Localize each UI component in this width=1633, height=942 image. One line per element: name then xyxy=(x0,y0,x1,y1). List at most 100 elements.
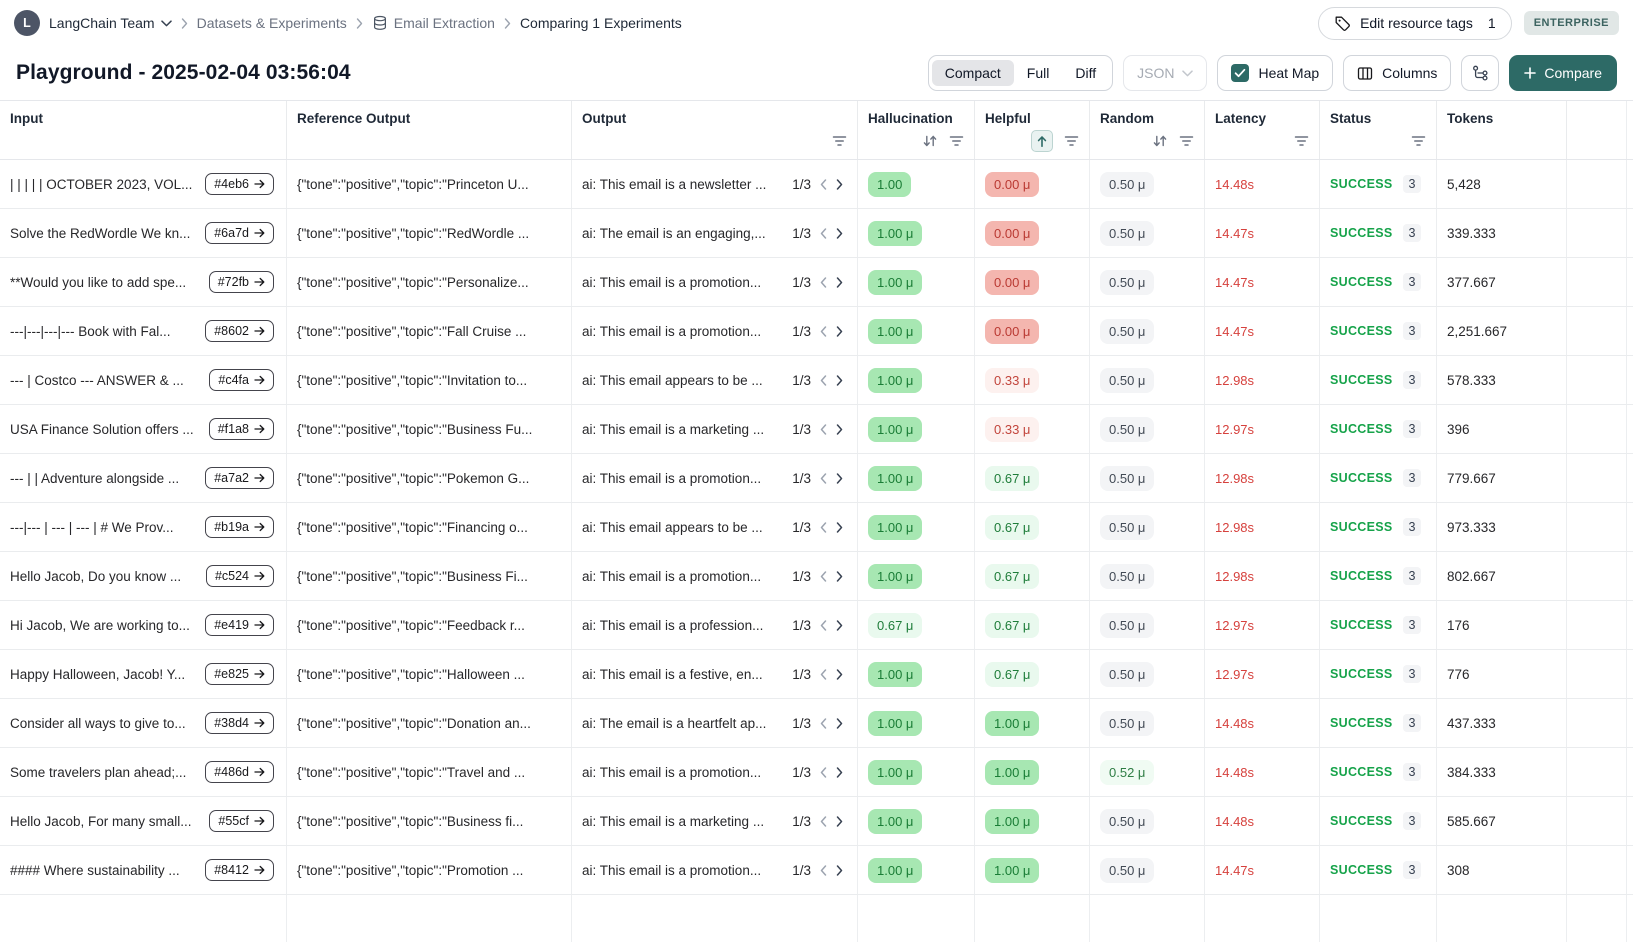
table-row[interactable]: Solve the RedWordle We kn... #6a7d {"ton… xyxy=(0,209,1633,258)
next-output-button[interactable] xyxy=(831,272,847,292)
example-id-badge[interactable]: #6a7d xyxy=(205,222,274,244)
next-output-button[interactable] xyxy=(831,174,847,194)
table-row[interactable]: --- | Costco --- ANSWER & ... #c4fa {"to… xyxy=(0,356,1633,405)
example-id-badge[interactable]: #38d4 xyxy=(205,712,274,734)
prev-output-button[interactable] xyxy=(815,615,831,635)
view-mode-diff[interactable]: Diff xyxy=(1075,65,1097,81)
prev-output-button[interactable] xyxy=(815,566,831,586)
hallucination-filter-icon[interactable] xyxy=(949,135,964,147)
next-output-button[interactable] xyxy=(831,713,847,733)
hallucination-score-badge[interactable]: 1.00 xyxy=(868,171,912,197)
prev-output-button[interactable] xyxy=(815,860,831,880)
example-id-badge[interactable]: #c524 xyxy=(205,565,274,587)
random-score-badge[interactable]: 0.50 μ xyxy=(1100,612,1155,638)
example-id-badge[interactable]: #486d xyxy=(205,761,274,783)
random-score-badge[interactable]: 0.52 μ xyxy=(1100,759,1155,785)
columns-button[interactable]: Columns xyxy=(1343,55,1452,91)
output-filter-icon[interactable] xyxy=(832,135,847,147)
status-filter-icon[interactable] xyxy=(1411,135,1426,147)
helpful-score-badge[interactable]: 0.00 μ xyxy=(985,171,1040,197)
table-row[interactable]: Some travelers plan ahead;... #486d {"to… xyxy=(0,748,1633,797)
next-output-button[interactable] xyxy=(831,762,847,782)
example-id-badge[interactable]: #72fb xyxy=(208,271,274,293)
prev-output-button[interactable] xyxy=(815,811,831,831)
example-id-badge[interactable]: #b19a xyxy=(205,516,274,538)
hallucination-score-badge[interactable]: 1.00 μ xyxy=(868,465,923,491)
random-score-badge[interactable]: 0.50 μ xyxy=(1100,269,1155,295)
example-id-badge[interactable]: #a7a2 xyxy=(205,467,274,489)
helpful-score-badge[interactable]: 1.00 μ xyxy=(985,710,1040,736)
view-mode-compact[interactable]: Compact xyxy=(931,60,1014,86)
trace-tree-view-button[interactable] xyxy=(1461,55,1500,91)
prev-output-button[interactable] xyxy=(815,517,831,537)
random-score-badge[interactable]: 0.50 μ xyxy=(1100,171,1155,197)
table-row[interactable]: Consider all ways to give to... #38d4 {"… xyxy=(0,699,1633,748)
helpful-score-badge[interactable]: 0.00 μ xyxy=(985,269,1040,295)
random-score-badge[interactable]: 0.50 μ xyxy=(1100,318,1155,344)
hallucination-score-badge[interactable]: 0.67 μ xyxy=(868,612,923,638)
hallucination-score-badge[interactable]: 1.00 μ xyxy=(868,808,923,834)
table-row[interactable]: #### Where sustainability ... #8412 {"to… xyxy=(0,846,1633,895)
next-output-button[interactable] xyxy=(831,615,847,635)
helpful-score-badge[interactable]: 0.67 μ xyxy=(985,465,1040,491)
json-format-dropdown[interactable]: JSON xyxy=(1123,55,1208,91)
random-score-badge[interactable]: 0.50 μ xyxy=(1100,465,1155,491)
hallucination-score-badge[interactable]: 1.00 μ xyxy=(868,857,923,883)
prev-output-button[interactable] xyxy=(815,419,831,439)
prev-output-button[interactable] xyxy=(815,174,831,194)
edit-resource-tags-button[interactable]: Edit resource tags 1 xyxy=(1318,6,1512,40)
next-output-button[interactable] xyxy=(831,860,847,880)
random-score-badge[interactable]: 0.50 μ xyxy=(1100,220,1155,246)
view-mode-full[interactable]: Full xyxy=(1026,65,1050,81)
example-id-badge[interactable]: #e825 xyxy=(205,663,274,685)
example-id-badge[interactable]: #8602 xyxy=(205,320,274,342)
helpful-score-badge[interactable]: 0.67 μ xyxy=(985,661,1040,687)
next-output-button[interactable] xyxy=(831,664,847,684)
hallucination-score-badge[interactable]: 1.00 μ xyxy=(868,710,923,736)
hallucination-score-badge[interactable]: 1.00 μ xyxy=(868,318,923,344)
table-row-partial[interactable] xyxy=(0,895,1633,942)
next-output-button[interactable] xyxy=(831,468,847,488)
example-id-badge[interactable]: #55cf xyxy=(209,810,274,832)
helpful-filter-icon[interactable] xyxy=(1064,135,1079,147)
team-switcher[interactable]: LangChain Team xyxy=(49,15,172,31)
random-score-badge[interactable]: 0.50 μ xyxy=(1100,367,1155,393)
helpful-score-badge[interactable]: 0.67 μ xyxy=(985,563,1040,589)
helpful-score-badge[interactable]: 0.00 μ xyxy=(985,220,1040,246)
hallucination-score-badge[interactable]: 1.00 μ xyxy=(868,563,923,589)
prev-output-button[interactable] xyxy=(815,370,831,390)
breadcrumb-datasets-link[interactable]: Datasets & Experiments xyxy=(196,15,347,31)
table-row[interactable]: | | | | | OCTOBER 2023, VOL... #4eb6 {"t… xyxy=(0,160,1633,209)
hallucination-sort-icon[interactable] xyxy=(922,134,938,148)
next-output-button[interactable] xyxy=(831,419,847,439)
next-output-button[interactable] xyxy=(831,370,847,390)
helpful-score-badge[interactable]: 0.33 μ xyxy=(985,367,1040,393)
table-row[interactable]: **Would you like to add spe... #72fb {"t… xyxy=(0,258,1633,307)
prev-output-button[interactable] xyxy=(815,664,831,684)
table-row[interactable]: --- | | Adventure alongside ... #a7a2 {"… xyxy=(0,454,1633,503)
prev-output-button[interactable] xyxy=(815,223,831,243)
helpful-score-badge[interactable]: 0.00 μ xyxy=(985,318,1040,344)
hallucination-score-badge[interactable]: 1.00 μ xyxy=(868,367,923,393)
hallucination-score-badge[interactable]: 1.00 μ xyxy=(868,661,923,687)
example-id-badge[interactable]: #f1a8 xyxy=(208,418,274,440)
random-score-badge[interactable]: 0.50 μ xyxy=(1100,808,1155,834)
next-output-button[interactable] xyxy=(831,566,847,586)
table-row[interactable]: ---|--- | --- | --- | # We Prov... #b19a… xyxy=(0,503,1633,552)
next-output-button[interactable] xyxy=(831,223,847,243)
helpful-score-badge[interactable]: 0.67 μ xyxy=(985,514,1040,540)
helpful-sort-ascending-icon[interactable] xyxy=(1031,130,1053,152)
helpful-score-badge[interactable]: 1.00 μ xyxy=(985,857,1040,883)
breadcrumb-dataset-link[interactable]: Email Extraction xyxy=(372,15,495,31)
table-row[interactable]: USA Finance Solution offers ... #f1a8 {"… xyxy=(0,405,1633,454)
example-id-badge[interactable]: #e419 xyxy=(205,614,274,636)
hallucination-score-badge[interactable]: 1.00 μ xyxy=(868,416,923,442)
table-row[interactable]: Hello Jacob, For many small... #55cf {"t… xyxy=(0,797,1633,846)
random-sort-icon[interactable] xyxy=(1152,134,1168,148)
helpful-score-badge[interactable]: 0.33 μ xyxy=(985,416,1040,442)
example-id-badge[interactable]: #8412 xyxy=(205,859,274,881)
table-row[interactable]: Happy Halloween, Jacob! Y... #e825 {"ton… xyxy=(0,650,1633,699)
prev-output-button[interactable] xyxy=(815,713,831,733)
hallucination-score-badge[interactable]: 1.00 μ xyxy=(868,759,923,785)
helpful-score-badge[interactable]: 0.67 μ xyxy=(985,612,1040,638)
